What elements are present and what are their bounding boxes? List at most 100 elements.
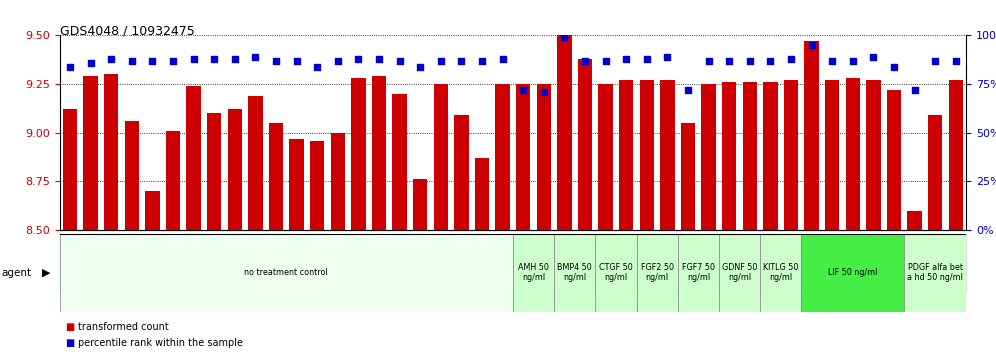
Point (700, 58, 716, 63)
Bar (722, 82, 736, 230)
Bar (124, 121, 139, 230)
Point (577, 58, 593, 63)
Point (330, 58, 346, 63)
Bar (331, 133, 345, 230)
Point (62, 64, 78, 69)
Bar (846, 78, 860, 230)
Point (515, 87, 531, 93)
Text: CTGF 50
ng/ml: CTGF 50 ng/ml (599, 263, 632, 282)
Bar (433, 84, 448, 230)
Point (412, 64, 428, 69)
Bar (578, 59, 593, 230)
Bar (948, 80, 963, 230)
Point (185, 56, 201, 62)
FancyBboxPatch shape (802, 234, 904, 312)
Bar (475, 158, 489, 230)
Bar (743, 82, 757, 230)
Bar (886, 90, 901, 230)
Point (886, 64, 902, 69)
Bar (495, 84, 510, 230)
Text: KITLG 50
ng/ml: KITLG 50 ng/ml (763, 263, 799, 282)
Bar (660, 80, 674, 230)
Point (474, 58, 490, 63)
FancyBboxPatch shape (636, 234, 677, 312)
Bar (454, 115, 469, 230)
Point (83, 60, 99, 65)
Text: GDS4048 / 10932475: GDS4048 / 10932475 (60, 25, 194, 38)
Text: ■: ■ (65, 338, 74, 348)
FancyBboxPatch shape (677, 234, 719, 312)
Point (845, 58, 861, 63)
Text: ■: ■ (65, 322, 74, 332)
Point (619, 56, 634, 62)
Bar (352, 78, 366, 230)
Bar (63, 109, 78, 230)
Bar (166, 131, 180, 230)
Point (804, 42, 820, 48)
Point (680, 87, 696, 93)
Point (927, 58, 943, 63)
Bar (599, 84, 613, 230)
Bar (207, 113, 221, 230)
FancyBboxPatch shape (60, 234, 513, 312)
Bar (145, 191, 159, 230)
Point (268, 58, 284, 63)
Point (721, 58, 737, 63)
Text: no treatment control: no treatment control (244, 268, 329, 277)
Point (391, 58, 407, 63)
Text: transformed count: transformed count (78, 322, 168, 332)
Point (906, 87, 922, 93)
Point (763, 58, 779, 63)
Text: agent: agent (1, 268, 31, 278)
Text: LIF 50 ng/ml: LIF 50 ng/ml (828, 268, 877, 277)
Point (557, 34, 573, 40)
Point (165, 58, 181, 63)
Point (638, 56, 654, 62)
Bar (290, 138, 304, 230)
Bar (681, 123, 695, 230)
FancyBboxPatch shape (904, 234, 966, 312)
Point (495, 56, 511, 62)
Text: GDNF 50
ng/ml: GDNF 50 ng/ml (722, 263, 757, 282)
Bar (516, 84, 531, 230)
Point (742, 58, 758, 63)
FancyBboxPatch shape (513, 234, 554, 312)
Bar (867, 80, 880, 230)
Bar (84, 76, 98, 230)
FancyBboxPatch shape (596, 234, 636, 312)
Bar (392, 94, 406, 230)
Bar (639, 80, 654, 230)
Point (289, 58, 305, 63)
Point (433, 58, 449, 63)
Bar (104, 74, 119, 230)
Point (598, 58, 614, 63)
Point (825, 58, 841, 63)
Bar (805, 41, 819, 230)
Point (247, 54, 263, 59)
Bar (907, 211, 922, 230)
Text: FGF7 50
ng/ml: FGF7 50 ng/ml (682, 263, 715, 282)
Point (948, 58, 964, 63)
Text: AMH 50
ng/ml: AMH 50 ng/ml (518, 263, 549, 282)
Bar (701, 84, 716, 230)
Point (372, 56, 387, 62)
Bar (310, 141, 325, 230)
Bar (620, 80, 633, 230)
Bar (372, 76, 386, 230)
Bar (825, 80, 840, 230)
Bar (228, 109, 242, 230)
FancyBboxPatch shape (760, 234, 802, 312)
Point (453, 58, 469, 63)
Point (104, 56, 120, 62)
FancyBboxPatch shape (719, 234, 760, 312)
Point (227, 56, 243, 62)
Bar (557, 32, 572, 230)
Point (659, 54, 675, 59)
Point (206, 56, 222, 62)
Point (144, 58, 160, 63)
Bar (537, 84, 551, 230)
Text: ▶: ▶ (42, 268, 51, 278)
Bar (784, 80, 798, 230)
Text: PDGF alfa bet
a hd 50 ng/ml: PDGF alfa bet a hd 50 ng/ml (907, 263, 963, 282)
Text: percentile rank within the sample: percentile rank within the sample (78, 338, 243, 348)
